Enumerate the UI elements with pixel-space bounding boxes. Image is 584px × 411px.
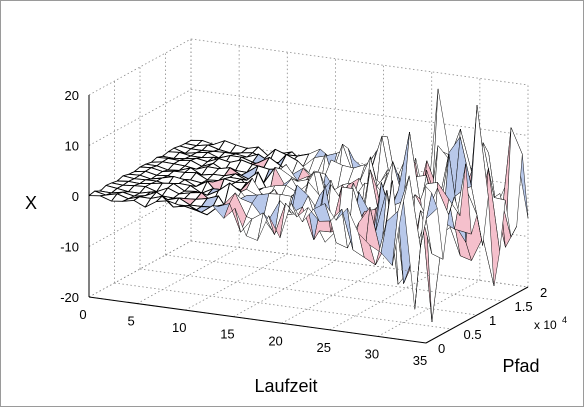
x-tick-label: 20 [268,333,282,348]
y-tick-label: 2 [540,285,547,300]
z-axis-label: X [25,193,37,213]
x-tick-label: 35 [413,353,427,368]
grid-line [88,38,192,96]
z-tick-label: -10 [60,240,79,255]
z-tick-label: 20 [65,88,79,103]
grid-line [88,240,192,298]
x-tick-label: 30 [365,346,379,361]
y-tick-label: 1 [489,313,496,328]
grid-line [190,89,529,136]
grid-line [190,38,529,86]
grid-line [165,254,503,302]
axis-labels: X Laufzeit Pfad x 10 4 [25,193,567,396]
z-tick-label: 0 [72,189,79,204]
y-tick-label: 0 [438,341,445,356]
grid-line [190,139,529,187]
y-tick-label: 0.5 [464,327,482,342]
grid-line [233,260,336,318]
y-multiplier-exp: 4 [562,315,567,325]
y-axis-label: Pfad [502,356,539,376]
z-tick-label: 10 [65,139,79,154]
x-tick-label: 10 [172,320,186,335]
axis-line [425,286,529,344]
x-tick-label: 0 [79,307,86,322]
grid-line [377,280,481,337]
y-multiplier-base: x 10 [534,318,557,332]
grid-line [139,268,478,316]
x-tick-label: 25 [316,340,330,355]
grid-line [88,89,192,146]
surface-patch [414,186,432,310]
grid-line [329,273,432,331]
grid-line [190,240,529,288]
grid-line [136,247,240,304]
x-tick-label: 5 [128,314,135,329]
grid-line [114,282,452,330]
x-axis-label: Laufzeit [254,376,317,396]
z-tick-label: -20 [60,290,79,305]
y-tick-label: 1.5 [515,299,533,314]
tick-labels: 0 5 10 15 20 25 30 35 0 0.5 1 1.5 2 -20 -10 0 10 20 [60,88,547,368]
x-tick-label: 15 [220,327,234,342]
axis-line [88,296,427,344]
grid-line [281,266,384,324]
surface-plot [88,88,529,323]
grid-line [185,253,288,311]
